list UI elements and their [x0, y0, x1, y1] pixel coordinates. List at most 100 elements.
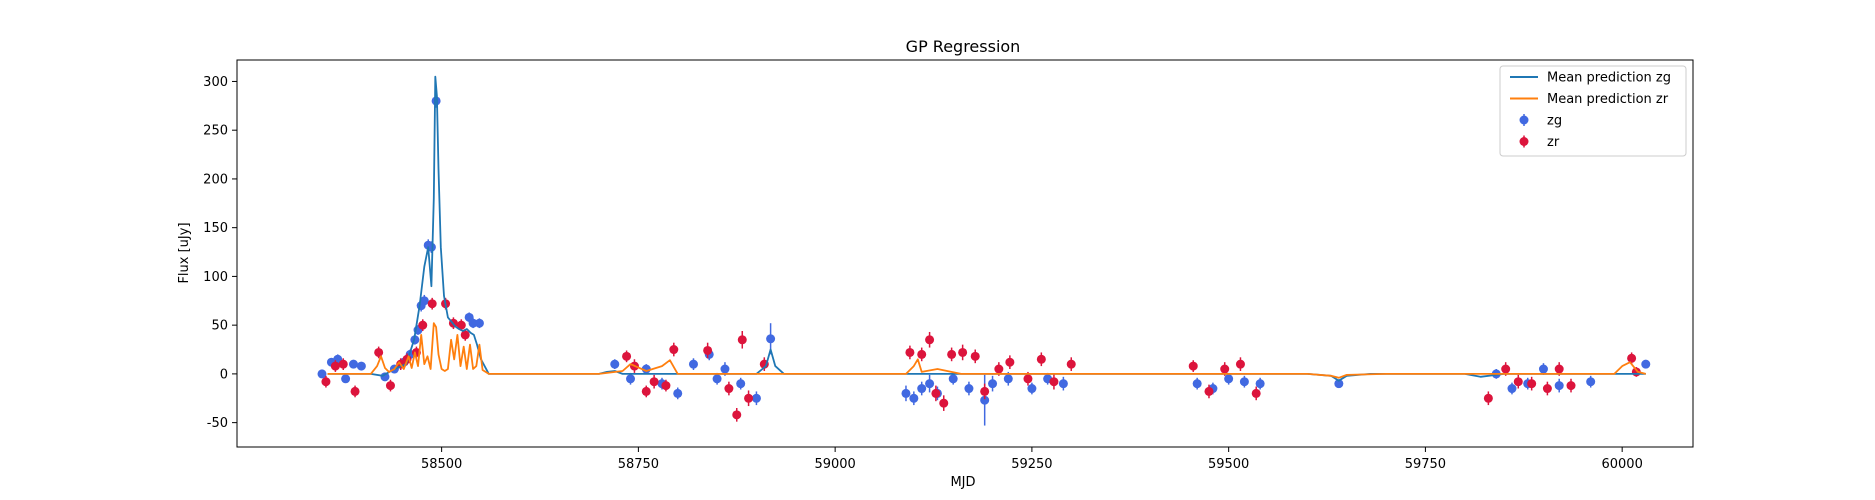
data-point — [1554, 364, 1564, 374]
data-point — [460, 330, 470, 340]
data-point — [317, 369, 327, 379]
series-points-zg — [317, 94, 1651, 426]
data-point — [1513, 377, 1523, 387]
data-point — [1251, 388, 1261, 398]
data-point — [901, 388, 911, 398]
data-point — [1005, 357, 1015, 367]
y-tick-label: 50 — [211, 319, 228, 334]
data-point — [737, 335, 747, 345]
data-point — [1220, 364, 1230, 374]
x-tick-label: 59500 — [1208, 457, 1249, 472]
data-point — [641, 364, 651, 374]
data-point — [673, 388, 683, 398]
data-point — [1627, 353, 1637, 363]
data-point — [925, 335, 935, 345]
x-tick-label: 58750 — [618, 457, 659, 472]
y-tick-label: -50 — [207, 416, 228, 431]
x-tick-label: 59000 — [814, 457, 855, 472]
data-point — [1058, 379, 1068, 389]
y-axis-label: Flux [uJy] — [177, 222, 192, 283]
data-point — [1507, 384, 1517, 394]
series-layer — [317, 75, 1651, 426]
legend-swatch-marker — [1519, 115, 1529, 125]
data-point — [931, 388, 941, 398]
data-point — [1066, 359, 1076, 369]
x-tick-label: 59750 — [1405, 457, 1446, 472]
data-point — [330, 361, 340, 371]
data-point — [980, 386, 990, 396]
data-point — [970, 351, 980, 361]
data-point — [744, 393, 754, 403]
data-point — [456, 320, 466, 330]
plot-area — [317, 75, 1651, 426]
data-point — [1027, 384, 1037, 394]
y-tick-label: 150 — [203, 221, 228, 236]
y-tick-label: 0 — [220, 367, 228, 382]
data-point — [1003, 374, 1013, 384]
data-point — [905, 347, 915, 357]
legend-label: zr — [1547, 135, 1560, 150]
legend-box — [1499, 65, 1687, 157]
data-point — [720, 364, 730, 374]
data-point — [385, 381, 395, 391]
data-point — [732, 410, 742, 420]
data-point — [341, 374, 351, 384]
data-point — [909, 393, 919, 403]
data-point — [688, 359, 698, 369]
data-point — [948, 374, 958, 384]
data-point — [1239, 377, 1249, 387]
y-axis: -50 0 50 100 150 200 250 300 — [203, 75, 237, 431]
data-point — [1554, 381, 1564, 391]
legend-label: zg — [1547, 114, 1562, 129]
data-point — [1641, 359, 1651, 369]
data-point — [703, 345, 713, 355]
data-point — [925, 379, 935, 389]
legend-label: Mean prediction zg — [1547, 71, 1671, 86]
x-axis: 58500 58750 59000 59250 59500 59750 60000 — [421, 447, 1643, 472]
data-point — [626, 374, 636, 384]
data-point — [766, 334, 776, 344]
data-point — [1049, 377, 1059, 387]
series-line-Mean prediction zr — [327, 322, 1647, 379]
data-point — [338, 359, 348, 369]
data-point — [712, 374, 722, 384]
x-tick-label: 59250 — [1011, 457, 1052, 472]
data-point — [427, 299, 437, 309]
data-point — [1483, 393, 1493, 403]
x-axis-label: MJD — [950, 475, 975, 490]
y-tick-label: 100 — [203, 270, 228, 285]
data-point — [1501, 364, 1511, 374]
data-point — [1188, 361, 1198, 371]
data-point — [418, 320, 428, 330]
data-point — [419, 296, 429, 306]
data-point — [939, 398, 949, 408]
data-point — [1023, 374, 1033, 384]
data-point — [649, 377, 659, 387]
data-point — [958, 347, 968, 357]
plot-frame — [236, 59, 1694, 448]
data-point — [348, 359, 358, 369]
data-point — [724, 384, 734, 394]
series-points-zr — [321, 297, 1641, 422]
data-point — [994, 364, 1004, 374]
data-point — [1235, 359, 1245, 369]
data-point — [641, 386, 651, 396]
data-point — [947, 349, 957, 359]
data-point — [474, 318, 484, 328]
y-tick-label: 200 — [203, 172, 228, 187]
data-point — [1538, 364, 1548, 374]
data-point — [1204, 386, 1214, 396]
data-point — [988, 379, 998, 389]
y-tick-label: 300 — [203, 75, 228, 90]
data-point — [1224, 374, 1234, 384]
data-point — [751, 393, 761, 403]
data-point — [661, 381, 671, 391]
data-point — [917, 384, 927, 394]
data-point — [622, 351, 632, 361]
chart-title: GP Regression — [906, 37, 1021, 56]
y-tick-label: 250 — [203, 124, 228, 139]
data-point — [1036, 354, 1046, 364]
series-line-Mean prediction zg — [327, 75, 1646, 382]
data-point — [1255, 379, 1265, 389]
data-point — [1586, 377, 1596, 387]
